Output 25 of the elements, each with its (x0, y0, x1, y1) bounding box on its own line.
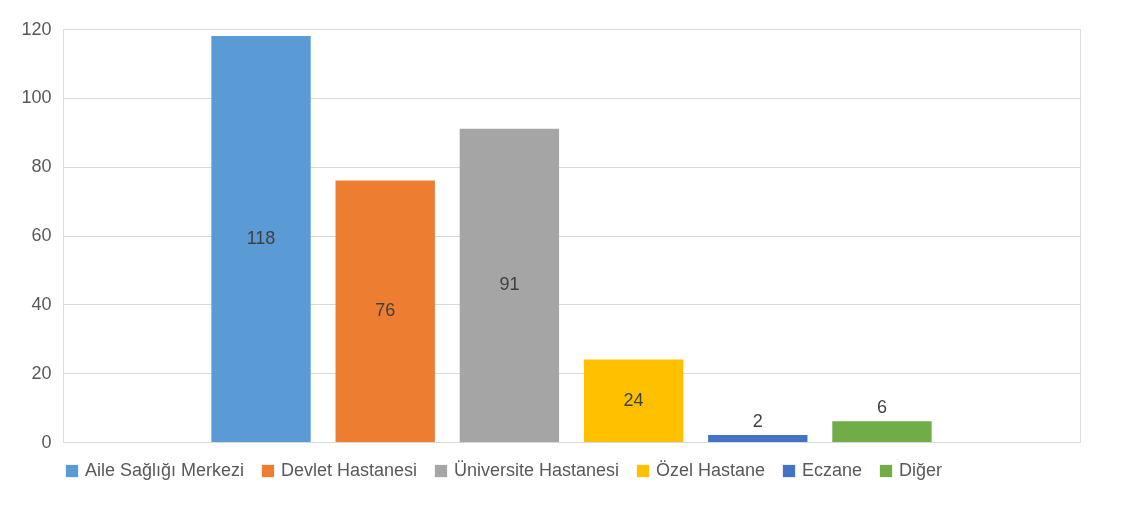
bar (211, 35, 311, 442)
data-label: 2 (752, 411, 763, 432)
y-tick-label: 0 (41, 431, 52, 452)
legend-label: Diğer (899, 460, 943, 480)
legend-label: Aile Sağlığı Merkezi (85, 460, 245, 480)
data-label: 91 (499, 274, 520, 295)
legend-label: Devlet Hastanesi (281, 460, 418, 480)
data-label: 76 (375, 300, 396, 321)
bar (335, 180, 435, 442)
y-tick-label: 40 (31, 293, 52, 314)
y-tick-label: 100 (21, 87, 52, 108)
legend-label: Üniversite Hastanesi (454, 460, 620, 480)
y-tick-label: 120 (21, 18, 52, 39)
legend-label: Eczane (802, 460, 863, 480)
y-tick-label: 20 (31, 362, 52, 383)
y-tick-label: 60 (31, 225, 52, 245)
bar (583, 359, 684, 442)
bar (459, 128, 560, 442)
legend-label: Özel Hastane (656, 460, 766, 480)
data-label: 24 (623, 389, 644, 410)
data-label: 118 (246, 227, 276, 248)
y-tick-label: 80 (31, 156, 52, 177)
data-label: 6 (876, 397, 887, 418)
bar (832, 421, 932, 442)
bar (708, 435, 808, 442)
